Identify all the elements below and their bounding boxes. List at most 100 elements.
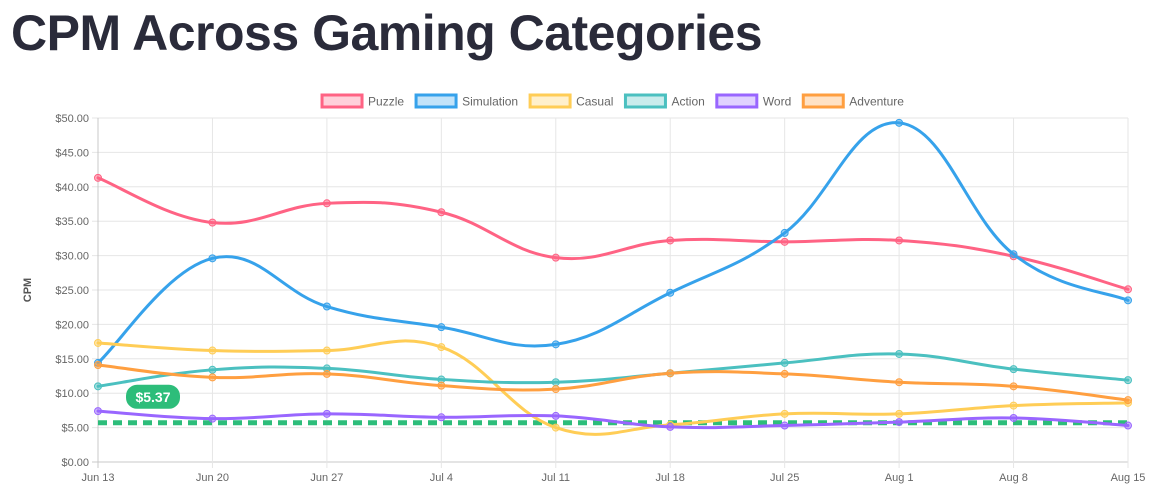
data-point-adventure[interactable]	[666, 369, 675, 378]
legend-item-simulation[interactable]: Simulation	[414, 93, 518, 109]
data-point-puzzle[interactable]	[895, 236, 904, 245]
data-point-word[interactable]	[780, 421, 789, 430]
x-tick-label: Jul 4	[430, 472, 453, 484]
data-point-action[interactable]	[551, 378, 560, 387]
y-axis: $0.00 $5.00 $10.00 $15.00 $20.00 $25.00 $30.00…	[55, 113, 89, 469]
data-point-puzzle[interactable]	[437, 208, 446, 217]
series-puzzle	[94, 173, 1132, 294]
data-point-word[interactable]	[208, 414, 217, 423]
legend-label-simulation: Simulation	[462, 95, 518, 109]
y-tick-label: $10.00	[55, 388, 89, 400]
y-tick-label: $30.00	[55, 251, 89, 263]
data-point-word[interactable]	[1009, 413, 1018, 422]
data-point-adventure[interactable]	[94, 360, 102, 369]
y-tick-label: $5.00	[61, 423, 89, 435]
data-point-word[interactable]	[322, 409, 331, 418]
legend-swatch-simulation	[414, 93, 458, 109]
data-point-action[interactable]	[208, 365, 217, 374]
data-point-adventure[interactable]	[1009, 382, 1018, 391]
x-tick-label: Jul 11	[542, 472, 571, 484]
x-tick-label: Aug 15	[1111, 472, 1146, 484]
x-tick-label: Jul 25	[770, 472, 799, 484]
data-point-simulation[interactable]	[780, 228, 789, 237]
series-line-word	[96, 409, 1130, 430]
data-point-casual[interactable]	[780, 409, 789, 418]
data-point-casual[interactable]	[208, 346, 217, 355]
y-tick-label: $0.00	[61, 457, 89, 469]
legend-item-word[interactable]: Word	[715, 93, 791, 109]
reference-line-label: $5.37	[135, 389, 170, 405]
series-simulation	[94, 118, 1132, 367]
legend-swatch-adventure	[801, 93, 845, 109]
legend-label-word: Word	[763, 95, 791, 109]
data-point-adventure[interactable]	[895, 378, 904, 387]
data-point-adventure[interactable]	[437, 381, 446, 390]
legend-swatch-casual	[528, 93, 572, 109]
series-line-adventure	[96, 363, 1130, 402]
data-point-simulation[interactable]	[1009, 250, 1018, 259]
data-point-action[interactable]	[895, 349, 904, 358]
series-line-puzzle	[96, 176, 1130, 291]
y-tick-label: $35.00	[55, 216, 89, 228]
data-point-adventure[interactable]	[551, 385, 560, 394]
y-tick-label: $15.00	[55, 354, 89, 366]
legend-label-puzzle: Puzzle	[368, 95, 404, 109]
legend-label-adventure: Adventure	[849, 95, 904, 109]
data-point-action[interactable]	[780, 358, 789, 367]
data-point-simulation[interactable]	[437, 323, 446, 332]
data-point-simulation[interactable]	[895, 118, 904, 127]
data-point-simulation[interactable]	[1124, 296, 1132, 305]
legend-item-puzzle[interactable]: Puzzle	[320, 93, 404, 109]
data-point-casual[interactable]	[895, 409, 904, 418]
legend: Puzzle Simulation Casual Action Word Adventur…	[320, 93, 904, 109]
y-tick-label: $50.00	[55, 113, 89, 125]
data-point-puzzle[interactable]	[780, 237, 789, 246]
data-point-casual[interactable]	[437, 343, 446, 352]
data-point-action[interactable]	[1124, 376, 1132, 385]
x-axis: Jun 13 Jun 20 Jun 27 Jul 4 Jul 11 Jul 18 Jul 2…	[81, 472, 1145, 484]
x-tick-label: Aug 1	[885, 472, 914, 484]
data-point-word[interactable]	[666, 422, 675, 431]
series-line-action	[96, 352, 1130, 388]
data-point-simulation[interactable]	[208, 254, 217, 263]
y-axis-title: CPM	[22, 278, 34, 302]
data-point-simulation[interactable]	[322, 302, 331, 311]
data-point-casual[interactable]	[1009, 401, 1018, 410]
data-point-adventure[interactable]	[322, 369, 331, 378]
chart-grid	[92, 117, 1129, 468]
data-point-action[interactable]	[1009, 365, 1018, 374]
data-point-adventure[interactable]	[1124, 396, 1132, 405]
data-point-simulation[interactable]	[666, 288, 675, 297]
x-tick-label: Jul 18	[656, 472, 685, 484]
data-point-word[interactable]	[94, 407, 102, 416]
legend-item-action[interactable]: Action	[623, 93, 705, 109]
data-point-word[interactable]	[551, 411, 560, 420]
data-point-puzzle[interactable]	[208, 218, 217, 227]
y-tick-label: $40.00	[55, 182, 89, 194]
legend-swatch-puzzle	[320, 93, 364, 109]
data-point-word[interactable]	[1124, 421, 1132, 430]
data-point-adventure[interactable]	[780, 369, 789, 378]
data-point-adventure[interactable]	[208, 373, 217, 382]
data-point-puzzle[interactable]	[94, 173, 102, 182]
legend-item-casual[interactable]: Casual	[528, 93, 613, 109]
data-point-puzzle[interactable]	[1124, 285, 1132, 294]
data-point-word[interactable]	[895, 418, 904, 427]
data-point-casual[interactable]	[551, 423, 560, 432]
data-point-puzzle[interactable]	[322, 199, 331, 208]
series-line-simulation	[96, 121, 1130, 365]
data-point-puzzle[interactable]	[551, 253, 560, 262]
data-point-casual[interactable]	[322, 346, 331, 355]
data-point-word[interactable]	[437, 413, 446, 422]
series-line-casual	[96, 339, 1130, 436]
data-point-action[interactable]	[94, 382, 102, 391]
y-tick-label: $25.00	[55, 285, 89, 297]
reference-line-badge	[126, 384, 180, 409]
series-group	[94, 118, 1132, 436]
data-point-simulation[interactable]	[551, 340, 560, 349]
legend-item-adventure[interactable]: Adventure	[801, 93, 904, 109]
data-point-casual[interactable]	[94, 338, 102, 347]
data-point-puzzle[interactable]	[666, 236, 675, 245]
legend-swatch-word	[715, 93, 759, 109]
